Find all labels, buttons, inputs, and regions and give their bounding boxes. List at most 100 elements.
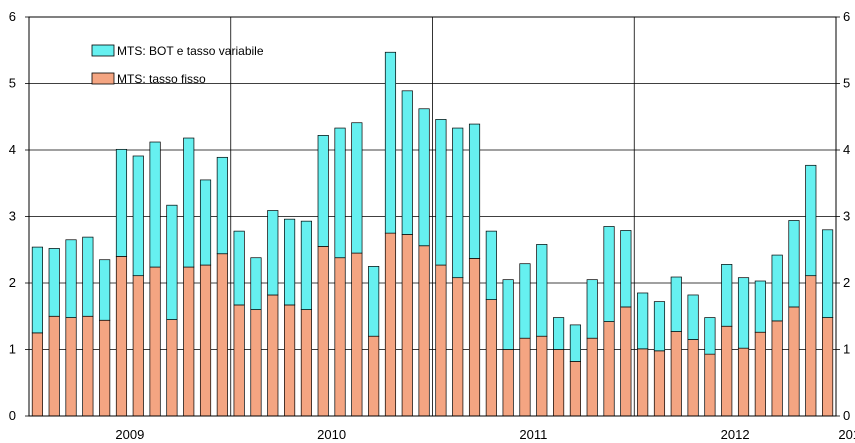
- bar-bot-variabile: [586, 279, 598, 339]
- bar-bot-variabile: [435, 119, 447, 266]
- bar-tasso-fisso: [435, 264, 447, 417]
- bar-bot-variabile: [166, 204, 178, 320]
- y-tick-label-left: 5: [9, 76, 16, 91]
- bar-tasso-fisso: [603, 321, 615, 417]
- y-tick-label-left: 0: [9, 408, 16, 423]
- bar-bot-variabile: [452, 127, 464, 279]
- bar-tasso-fisso: [485, 299, 497, 417]
- x-tick-label-year: 2009: [115, 427, 144, 442]
- bar-tasso-fisso: [519, 337, 531, 417]
- bar-bot-variabile: [569, 324, 581, 362]
- bar-tasso-fisso: [284, 304, 296, 417]
- bar-tasso-fisso: [653, 350, 666, 417]
- bar-bot-variabile: [536, 244, 548, 337]
- bar-bot-variabile: [351, 122, 363, 254]
- bar-bot-variabile: [48, 248, 60, 317]
- bars: [31, 51, 834, 417]
- bar-bot-variabile: [99, 259, 111, 321]
- bar-tasso-fisso: [48, 315, 60, 417]
- bar-tasso-fisso: [334, 257, 346, 417]
- bar-tasso-fisso: [82, 315, 94, 417]
- bar-bot-variabile: [805, 164, 817, 277]
- bar-tasso-fisso: [250, 309, 262, 417]
- bar-bot-variabile: [704, 317, 716, 355]
- bar-tasso-fisso: [670, 331, 682, 417]
- bar-bot-variabile: [183, 137, 195, 268]
- y-tick-label-right: 1: [843, 342, 850, 357]
- bar-bot-variabile: [317, 135, 329, 247]
- bar-bot-variabile: [485, 230, 497, 300]
- bar-bot-variabile: [132, 155, 144, 277]
- bar-tasso-fisso: [132, 275, 144, 417]
- bar-bot-variabile: [267, 210, 279, 296]
- bar-bot-variabile: [653, 301, 666, 352]
- x-tick-label-year: 2012: [721, 427, 750, 442]
- bar-bot-variabile: [553, 317, 565, 350]
- bar-tasso-fisso: [267, 294, 279, 417]
- legend-swatch-bot: [91, 44, 115, 57]
- bar-bot-variabile: [115, 148, 128, 257]
- bar-bot-variabile: [468, 123, 481, 259]
- bar-bot-variabile: [149, 141, 161, 268]
- bar-bot-variabile: [384, 51, 397, 234]
- bar-tasso-fisso: [115, 256, 128, 417]
- bar-bot-variabile: [65, 239, 77, 318]
- bar-bot-variabile: [687, 294, 699, 340]
- bar-tasso-fisso: [737, 347, 750, 417]
- bar-tasso-fisso: [822, 317, 834, 417]
- bar-tasso-fisso: [166, 319, 178, 417]
- y-tick-label-left: 2: [9, 275, 16, 290]
- axes: 0 0 1 1 2 2 3 3 4 4 5 5 6 6 2009 2010 2011 2012 2013: [9, 9, 855, 442]
- y-tick-label-left: 1: [9, 342, 16, 357]
- bar-tasso-fisso: [149, 266, 161, 417]
- legend-swatch-fisso: [91, 72, 115, 85]
- bar-tasso-fisso: [452, 277, 464, 417]
- y-tick-label-left: 6: [9, 9, 16, 24]
- bar-tasso-fisso: [788, 306, 800, 417]
- y-tick-label-right: 3: [843, 209, 850, 224]
- bar-bot-variabile: [519, 263, 531, 339]
- bar-tasso-fisso: [721, 325, 733, 417]
- bar-tasso-fisso: [637, 348, 649, 417]
- bar-tasso-fisso: [199, 264, 212, 417]
- bar-bot-variabile: [284, 218, 296, 306]
- y-tick-label-right: 5: [843, 76, 850, 91]
- bar-bot-variabile: [300, 220, 312, 310]
- bar-bot-variabile: [502, 279, 514, 350]
- bar-bot-variabile: [737, 277, 750, 349]
- bar-tasso-fisso: [384, 232, 397, 417]
- bar-bot-variabile: [754, 280, 766, 333]
- bar-tasso-fisso: [65, 317, 77, 417]
- bar-tasso-fisso: [99, 319, 111, 417]
- bar-bot-variabile: [31, 246, 43, 334]
- bar-bot-variabile: [199, 179, 212, 266]
- bar-tasso-fisso: [401, 234, 413, 417]
- bar-tasso-fisso: [233, 304, 245, 417]
- legend-label-bot: MTS: BOT e tasso variabile: [117, 44, 264, 58]
- bar-tasso-fisso: [569, 361, 581, 417]
- x-tick-label-year: 2011: [519, 427, 547, 442]
- y-tick-label-right: 4: [843, 142, 850, 157]
- bar-tasso-fisso: [368, 335, 380, 417]
- y-tick-label-right: 0: [843, 408, 850, 423]
- bar-tasso-fisso: [553, 349, 565, 417]
- bar-tasso-fisso: [704, 353, 716, 417]
- x-tick-label-year: 2013: [838, 427, 855, 442]
- bar-bot-variabile: [418, 108, 430, 247]
- bar-tasso-fisso: [351, 252, 363, 417]
- x-tick-label-year: 2010: [317, 427, 346, 442]
- bar-bot-variabile: [637, 292, 649, 350]
- bar-tasso-fisso: [502, 349, 514, 417]
- bar-tasso-fisso: [317, 246, 329, 417]
- bar-bot-variabile: [250, 257, 262, 310]
- bar-tasso-fisso: [620, 306, 632, 417]
- bar-tasso-fisso: [536, 335, 548, 417]
- bar-bot-variabile: [822, 229, 834, 318]
- legend-label-fisso: MTS: tasso fisso: [117, 72, 206, 86]
- bar-bot-variabile: [620, 230, 632, 308]
- gridlines: [29, 17, 837, 416]
- y-tick-label-right: 2: [843, 275, 850, 290]
- bar-tasso-fisso: [31, 332, 43, 417]
- bar-bot-variabile: [334, 127, 346, 259]
